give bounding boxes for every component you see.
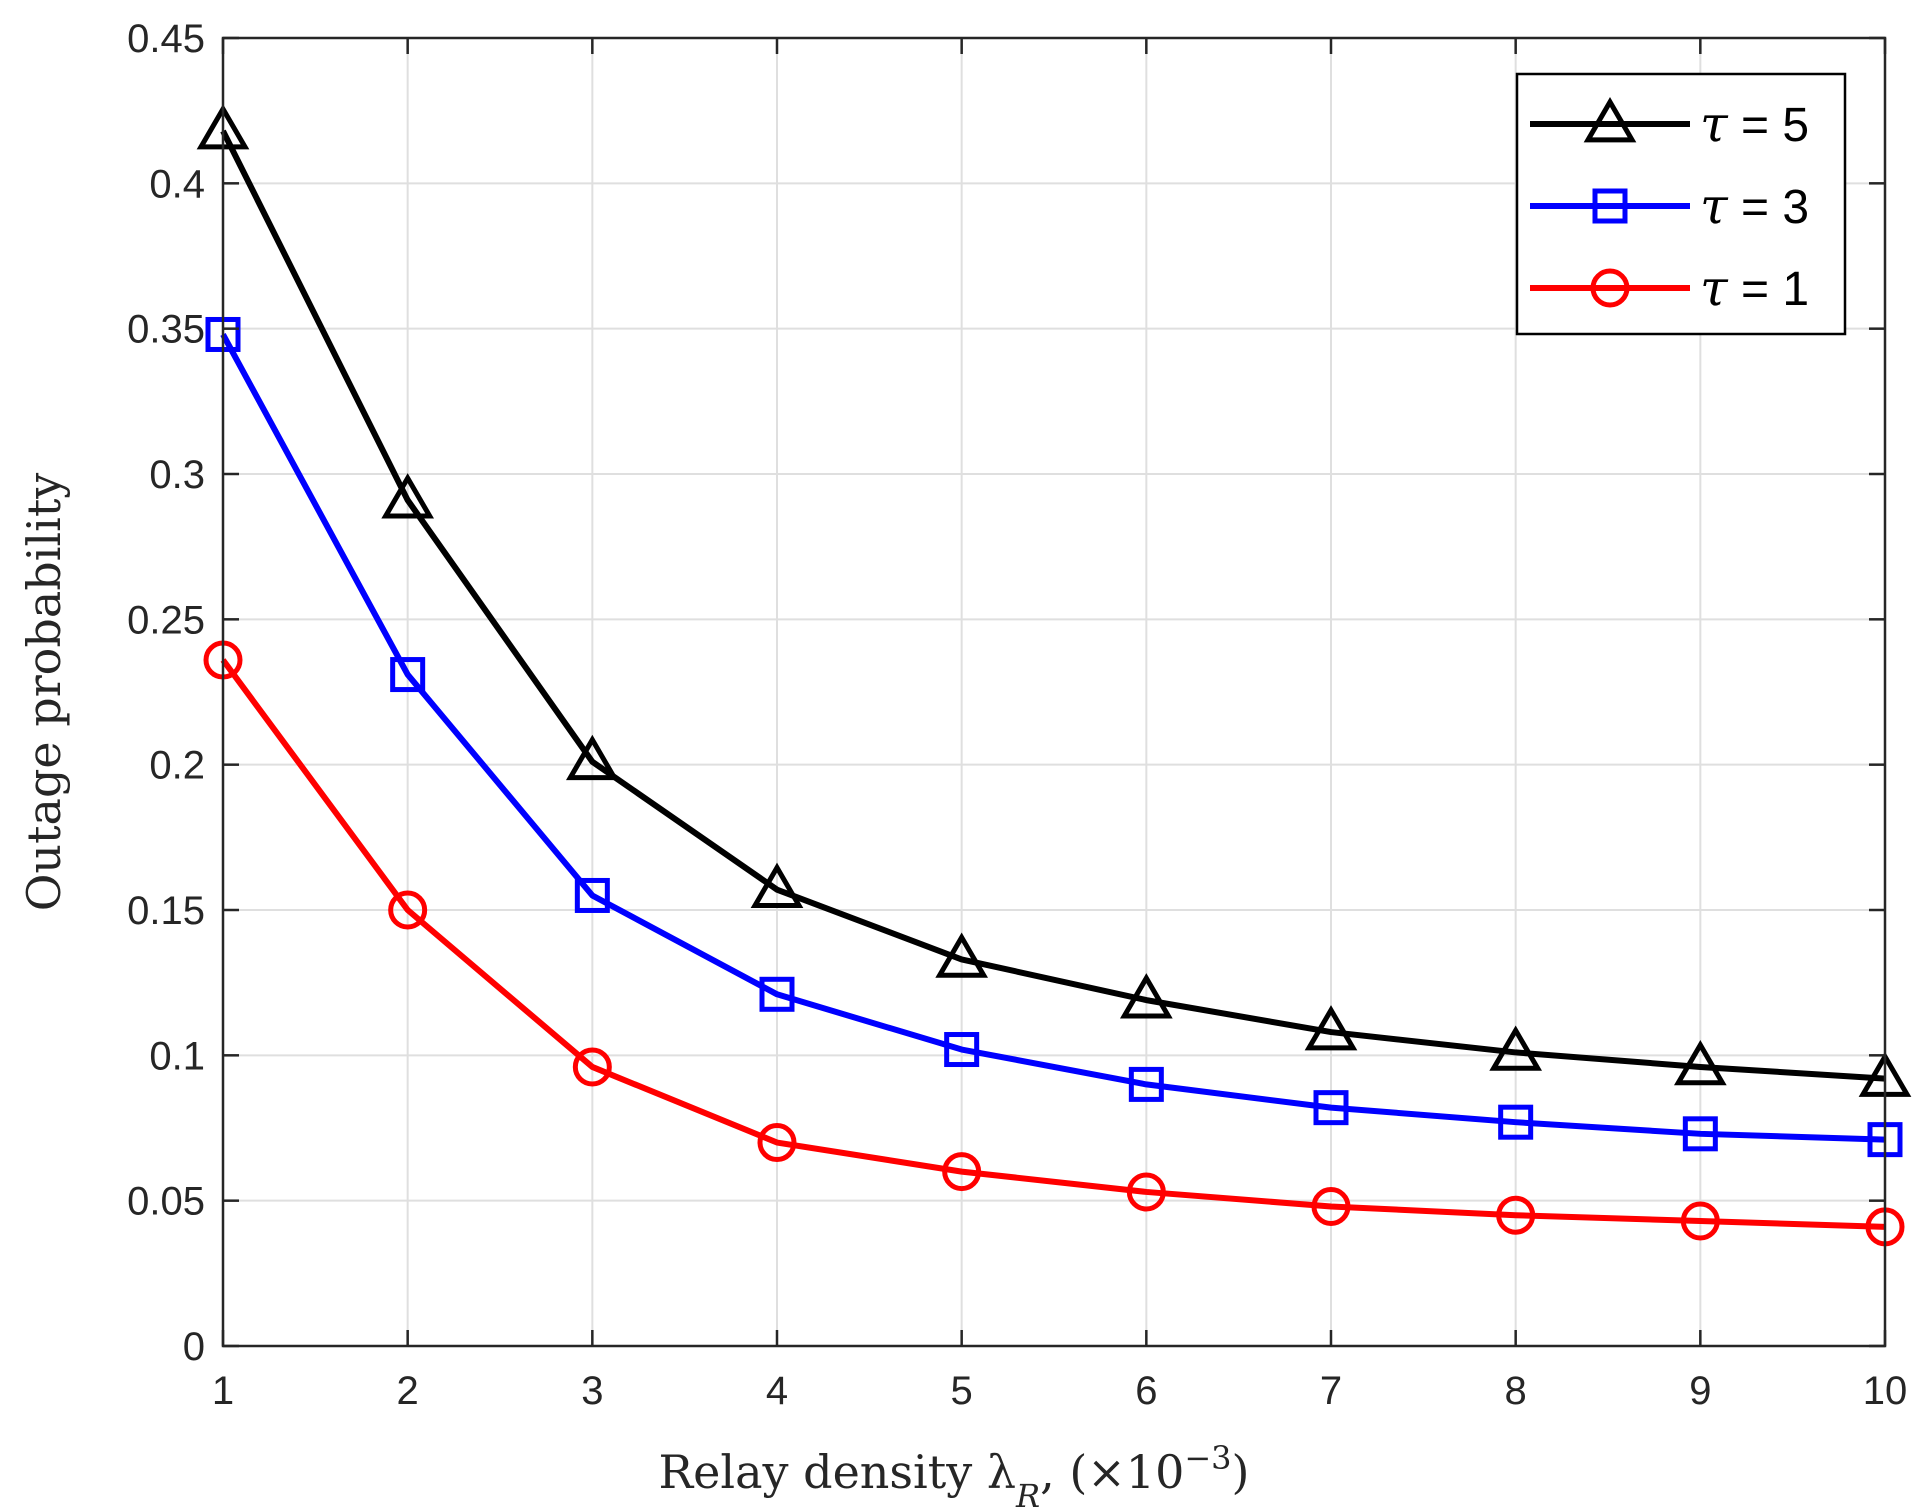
y-tick-label: 0.2 [149,744,205,788]
data-point [1304,1005,1358,1051]
x-tick-label: 1 [212,1369,234,1413]
data-point [1682,1116,1718,1152]
legend-label: τ = 5 [1700,95,1809,153]
data-point [572,1047,612,1087]
x-tick-label: 9 [1689,1369,1711,1413]
x-tick-label: 10 [1863,1369,1908,1413]
y-tick-label: 0.3 [149,453,205,497]
y-axis-label: Outage probability [17,473,71,912]
y-tick-label: 0.1 [149,1034,205,1078]
legend-entry: τ = 5 [1530,95,1809,153]
data-point [1126,1172,1166,1212]
data-point [1489,1025,1543,1071]
series-line [220,658,1886,1230]
data-point [1313,1090,1349,1126]
data-point [757,1123,797,1163]
legend: τ = 5τ = 3τ = 1 [1515,72,1847,336]
x-tick-label: 5 [951,1369,973,1413]
legend-entry: τ = 1 [1530,259,1809,317]
x-axis-label-exponent: −3 [1184,1439,1231,1477]
x-axis-label-main: Relay density λ [659,1445,1016,1499]
y-tick-label: 0 [183,1325,205,1369]
legend-marker [1590,268,1630,308]
legend-symbol: τ [1700,259,1729,317]
data-point [574,877,610,913]
x-tick-label: 3 [581,1369,603,1413]
legend-marker [1583,97,1637,143]
y-tick-label: 0.15 [127,889,205,933]
data-point [935,932,989,978]
legend-value: = 3 [1728,181,1809,234]
data-point [759,976,795,1012]
x-tick-label: 7 [1320,1369,1342,1413]
y-tick-label: 0.25 [127,598,205,642]
y-tick-label: 0.35 [127,308,205,352]
y-tick-label: 0.05 [127,1180,205,1224]
legend-label: τ = 3 [1700,177,1809,235]
data-point [942,1152,982,1192]
axes-box [221,36,1887,1348]
x-axis-label-subscript: R [1015,1477,1040,1509]
ticks [221,36,1887,1348]
data-point [944,1032,980,1068]
data-point [1680,1201,1720,1241]
tick-labels: 1 2 3 4 5 6 7 8 9 10 0 0.05 0.1 0.15 0.2 0.25 0.3 0.35 0.4… [127,17,1907,1413]
x-axis-label: Relay density λR, (×10−3) [659,1439,1250,1509]
x-tick-label: 4 [766,1369,788,1413]
data-point [390,657,426,693]
data-point [565,734,619,781]
x-tick-label: 2 [397,1369,419,1413]
y-tick-label: 0.45 [127,17,205,61]
data-point [1498,1104,1534,1140]
data-point [388,890,428,930]
x-axis-label-unit: , (×10 [1040,1445,1184,1499]
y-tick-label: 0.4 [149,162,205,206]
legend-marker [1592,188,1628,224]
series-line [220,333,1886,1143]
data-point [1311,1186,1351,1226]
data-point [381,473,435,519]
legend-value: = 5 [1728,99,1809,152]
legend-entry: τ = 3 [1530,177,1809,235]
legend-symbol: τ [1700,95,1729,153]
legend-symbol: τ [1700,177,1729,235]
x-axis-label-close: ) [1232,1445,1250,1499]
data-point [750,862,804,908]
legend-value: = 1 [1728,263,1809,316]
data-point [1496,1195,1536,1235]
data-point [1119,973,1173,1019]
series-line [220,129,1886,1082]
data-point [1673,1039,1727,1086]
series-layer [196,104,1912,1247]
legend-label: τ = 1 [1700,259,1809,317]
x-tick-label: 8 [1505,1369,1527,1413]
x-tick-label: 6 [1135,1369,1157,1413]
data-point [1128,1066,1164,1102]
series-triangle [196,104,1912,1097]
